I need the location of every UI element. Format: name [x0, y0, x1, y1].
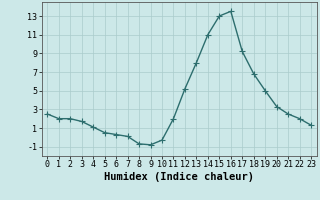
X-axis label: Humidex (Indice chaleur): Humidex (Indice chaleur) — [104, 172, 254, 182]
